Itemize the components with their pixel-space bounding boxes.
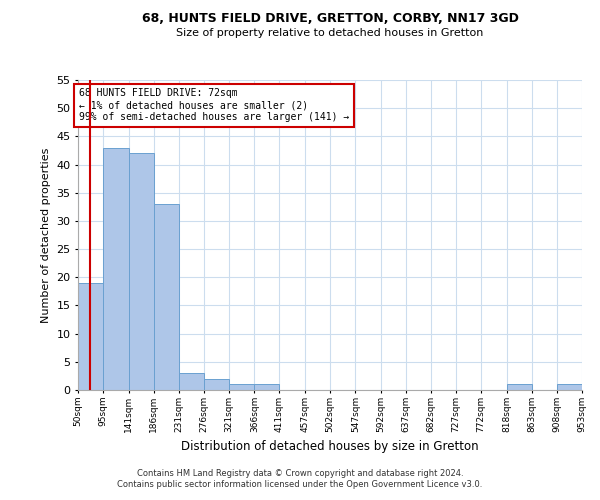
Bar: [254, 384, 280, 390]
Text: Contains HM Land Registry data © Crown copyright and database right 2024.: Contains HM Land Registry data © Crown c…: [137, 468, 463, 477]
Bar: [204, 378, 229, 390]
Bar: [129, 154, 154, 390]
Text: 68, HUNTS FIELD DRIVE, GRETTON, CORBY, NN17 3GD: 68, HUNTS FIELD DRIVE, GRETTON, CORBY, N…: [142, 12, 518, 26]
Bar: [78, 283, 103, 390]
Text: Contains public sector information licensed under the Open Government Licence v3: Contains public sector information licen…: [118, 480, 482, 489]
Bar: [557, 384, 582, 390]
Bar: [506, 384, 532, 390]
Y-axis label: Number of detached properties: Number of detached properties: [41, 148, 50, 322]
Bar: [103, 148, 129, 390]
Bar: [154, 204, 179, 390]
Text: Size of property relative to detached houses in Gretton: Size of property relative to detached ho…: [176, 28, 484, 38]
Text: 68 HUNTS FIELD DRIVE: 72sqm
← 1% of detached houses are smaller (2)
99% of semi-: 68 HUNTS FIELD DRIVE: 72sqm ← 1% of deta…: [79, 88, 349, 122]
X-axis label: Distribution of detached houses by size in Gretton: Distribution of detached houses by size …: [181, 440, 479, 454]
Bar: [229, 384, 254, 390]
Bar: [179, 373, 204, 390]
